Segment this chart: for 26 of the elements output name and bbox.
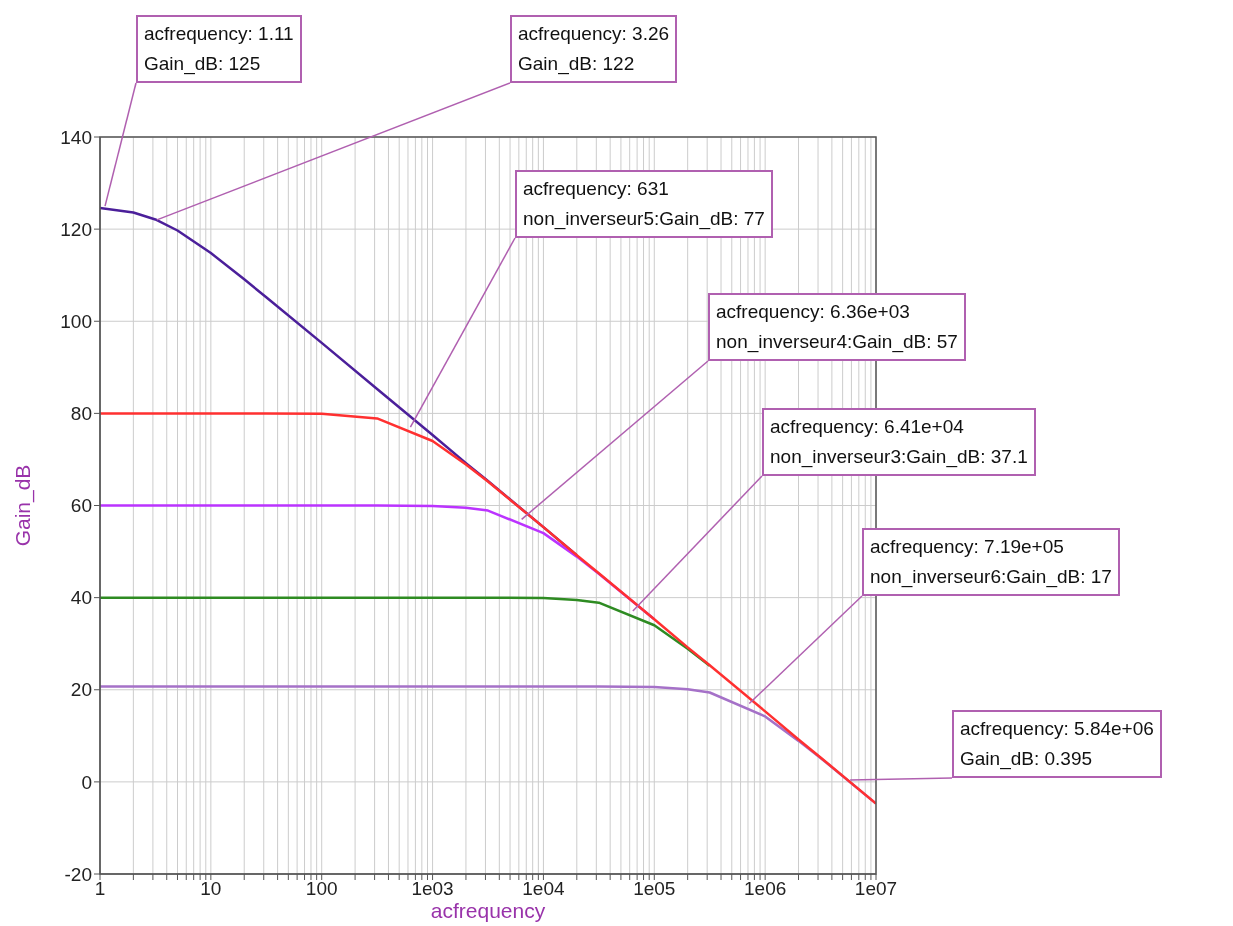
annotation: acfrequency: 5.84e+06 Gain_dB: 0.395	[960, 717, 1154, 772]
x-axis-title: acfrequency	[430, 899, 546, 922]
y-tick-label: 120	[60, 218, 92, 240]
x-tick-label: 1e04	[522, 878, 565, 900]
annotation: acfrequency: 6.41e+04 non_inverseur3:Gain_dB: 37.1	[770, 415, 1028, 470]
x-tick-label: 1e06	[744, 878, 787, 900]
y-tick-label: -20	[64, 863, 92, 885]
x-tick-label: 1	[94, 878, 106, 900]
x-tick-label: 1e05	[633, 878, 676, 900]
y-tick-label: 20	[70, 679, 92, 701]
y-tick-label: 140	[60, 126, 92, 148]
annotation: acfrequency: 631 non_inverseur5:Gain_dB: 77	[523, 177, 765, 232]
x-tick-label: 10	[200, 878, 222, 900]
annotation: acfrequency: 1.11 Gain_dB: 125	[144, 22, 294, 77]
annotation: acfrequency: 3.26 Gain_dB: 122	[518, 22, 670, 77]
y-tick-label: 80	[70, 403, 92, 425]
x-tick-label: 100	[305, 878, 338, 900]
y-tick-label: 0	[81, 771, 92, 793]
y-tick-label: 100	[60, 310, 92, 332]
y-axis-title: Gain_dB	[11, 464, 35, 547]
annotation: acfrequency: 7.19e+05 non_inverseur6:Gain_dB: 17	[870, 535, 1112, 590]
x-tick-label: 1e07	[854, 878, 898, 900]
x-tick-label: 1e03	[411, 878, 454, 900]
y-tick-label: 40	[70, 587, 92, 609]
y-tick-label: 60	[70, 495, 92, 517]
annotation: acfrequency: 6.36e+03 non_inverseur4:Gain_dB: 57	[716, 300, 958, 355]
